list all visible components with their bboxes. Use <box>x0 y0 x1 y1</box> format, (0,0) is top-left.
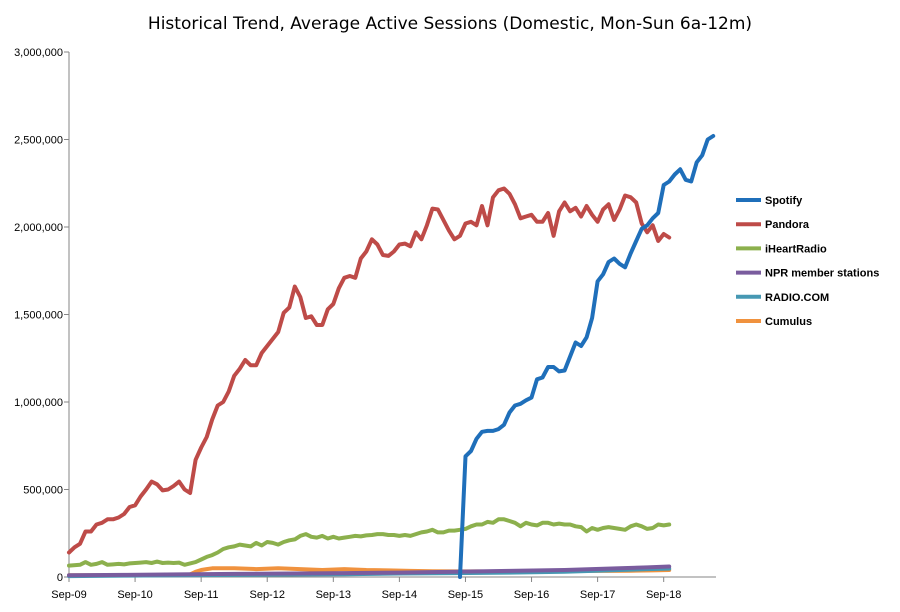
legend: Spotify Pandora iHeartRadio NPR member stat… <box>736 195 879 328</box>
x-tick-label: Sep-15 <box>448 589 483 601</box>
x-tick-label: Sep-12 <box>249 589 284 601</box>
legend-label-spotify: Spotify <box>765 195 803 207</box>
x-tick-label: Sep-18 <box>646 589 681 601</box>
series-line-spotify <box>458 134 716 579</box>
x-tick-label: Sep-09 <box>51 589 86 601</box>
series-line-npr-member-stations <box>67 564 672 578</box>
x-tick-label: Sep-17 <box>580 589 615 601</box>
x-tick-label: Sep-10 <box>117 589 152 601</box>
y-tick-label: 2,500,000 <box>14 135 63 147</box>
y-tick-label: 1,500,000 <box>14 310 63 322</box>
y-tick-label: 3,000,000 <box>14 47 63 59</box>
legend-label-cumulus: Cumulus <box>765 316 812 328</box>
y-tick-label: 1,000,000 <box>14 397 63 409</box>
x-tick-label: Sep-16 <box>514 589 549 601</box>
legend-label-iheartradio: iHeartRadio <box>765 243 827 255</box>
series-line-pandora <box>67 186 672 555</box>
legend-label-radio-com: RADIO.COM <box>765 292 829 304</box>
y-tick-label: 2,000,000 <box>14 222 63 234</box>
legend-label-pandora: Pandora <box>765 219 810 231</box>
series-line-iheartradio <box>67 517 672 568</box>
y-tick-label: 0 <box>57 572 63 584</box>
y-tick-label: 500,000 <box>23 485 63 497</box>
x-tick-label: Sep-13 <box>316 589 351 601</box>
x-tick-label: Sep-14 <box>382 589 417 601</box>
legend-label-npr-member-stations: NPR member stations <box>765 268 879 280</box>
x-tick-label: Sep-11 <box>184 589 219 601</box>
chart-title: Historical Trend, Average Active Session… <box>148 14 752 34</box>
plot-area: 0 500,000 1,000,000 1,500,000 2,000,000 2,500… <box>14 47 716 601</box>
